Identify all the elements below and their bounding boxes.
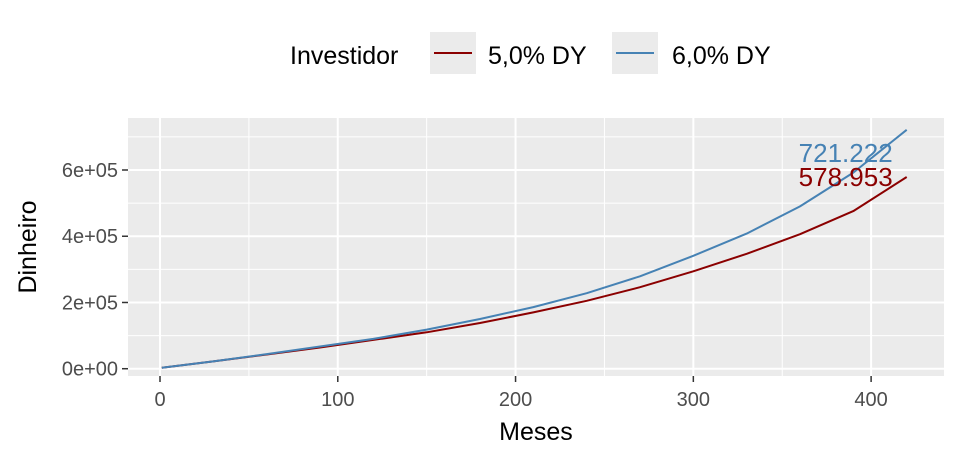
series-line-2 [161,129,908,369]
plot-panel [128,118,944,376]
legend-label-1: 5,0% DY [488,42,587,70]
x-axis-title: Meses [499,418,573,446]
legend: Investidor 5,0% DY 6,0% DY [290,32,771,74]
y-tick-label: 2e+05 [62,292,118,314]
legend-title: Investidor [290,42,398,70]
y-axis-title: Dinheiro [14,200,42,293]
x-tick-label: 0 [154,389,165,411]
x-tick-label: 200 [499,389,532,411]
y-tick-label: 6e+05 [62,160,118,182]
y-tick-label: 4e+05 [62,226,118,248]
x-tick-label: 400 [854,389,887,411]
x-axis: 0 100 200 300 400 [154,376,888,411]
x-tick-label: 100 [321,389,354,411]
series-lines [161,129,908,369]
end-label-1: 578.953 [799,162,893,192]
end-label-2: 721.222 [799,138,893,168]
grid-major [128,118,944,376]
y-axis: 0e+00 2e+05 4e+05 6e+05 [62,160,128,381]
y-tick-label: 0e+00 [62,359,118,381]
legend-label-2: 6,0% DY [672,42,771,70]
x-tick-label: 300 [677,389,710,411]
